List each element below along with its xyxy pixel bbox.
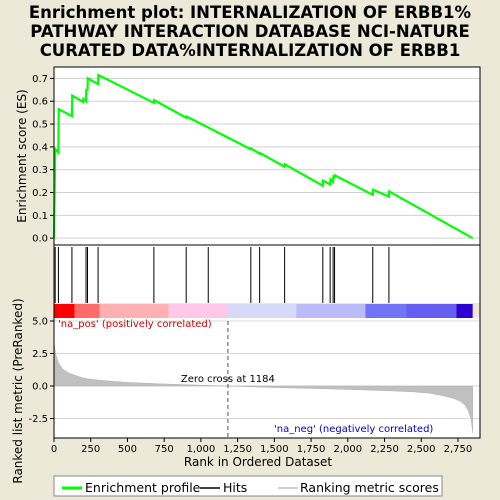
legend-metric-label: Ranking metric scores — [300, 480, 439, 495]
es-y-tick-label: 0.1 — [32, 211, 48, 222]
metric-y-tick-label: 0.0 — [32, 382, 48, 393]
metric-y-tick-label: -2.5 — [28, 414, 48, 425]
es-y-tick-label: 0.7 — [32, 74, 48, 85]
es-y-tick-label: 0.6 — [32, 97, 48, 108]
color-bar-shade — [296, 304, 366, 318]
color-bar-shade — [365, 304, 407, 318]
es-grid — [54, 77, 480, 239]
color-bar-shade — [406, 304, 457, 318]
es-y-tick-label: 0.0 — [32, 234, 48, 245]
hits-panel — [54, 245, 480, 303]
es-y-tick-label: 0.3 — [32, 165, 48, 176]
es-y-tick-label: 0.2 — [32, 188, 48, 199]
legend — [53, 475, 443, 497]
color-bar-segment — [227, 304, 297, 318]
ranking-color-bar — [54, 304, 473, 318]
metric-y-ticks: -2.5 0.0 2.5 5.0 — [28, 317, 54, 425]
x-tick-label: 0 — [51, 444, 57, 455]
es-y-tick-label: 0.5 — [32, 120, 48, 131]
es-y-axis-label: Enrichment score (ES) — [15, 89, 29, 222]
chart-title: Enrichment plot: INTERNALIZATION OF ERBB… — [29, 3, 472, 60]
lower-frame — [53, 244, 481, 439]
es-y-tick-label: 0.4 — [32, 142, 48, 153]
enrichment-profile-line — [52, 73, 474, 240]
color-bar-segment — [74, 304, 100, 318]
x-tick-label: 250 — [81, 444, 100, 455]
color-bar-segment — [54, 304, 75, 318]
ranking-metric-area — [53, 320, 473, 433]
metric-y-axis-label: Ranked list metric (PreRanked) — [11, 298, 25, 483]
x-axis-label: Rank in Ordered Dataset — [184, 455, 332, 469]
x-tick-label: 1,750 — [297, 444, 326, 455]
title-line-3: CURATED DATA%INTERNALIZATION OF ERBB1 — [40, 41, 461, 60]
title-line-1: Enrichment plot: INTERNALIZATION OF ERBB… — [29, 3, 472, 22]
x-tick-label: 2,250 — [370, 444, 399, 455]
metric-x-ticks: 0 250 500 750 1,000 1,250 1,500 1,750 2,000 2,250… — [51, 438, 472, 455]
legend-enrichment-label: Enrichment profile — [85, 480, 201, 495]
legend-hits-label: Hits — [223, 480, 247, 495]
color-bar-segment — [168, 304, 228, 318]
color-bar-segment — [99, 304, 169, 318]
title-line-2: PATHWAY INTERACTION DATABASE NCI-NATURE — [30, 22, 470, 41]
positive-annotation: 'na_pos' (positively correlated) — [58, 319, 212, 330]
metric-y-tick-label: 2.5 — [32, 349, 48, 360]
es-y-ticks: 0.0 0.1 0.2 0.3 0.4 0.5 0.6 0.7 — [32, 74, 54, 245]
x-tick-label: 2,500 — [407, 444, 436, 455]
color-bar-segment — [456, 304, 473, 318]
negative-annotation: 'na_neg' (negatively correlated) — [274, 424, 433, 435]
x-tick-label: 2,000 — [333, 444, 362, 455]
x-tick-label: 1,500 — [260, 444, 289, 455]
metric-y-tick-label: 5.0 — [32, 317, 48, 328]
x-tick-label: 1,250 — [223, 444, 252, 455]
x-tick-label: 2,750 — [444, 444, 473, 455]
x-tick-label: 500 — [118, 444, 137, 455]
hits-lines — [54, 247, 390, 303]
x-tick-label: 1,000 — [187, 444, 216, 455]
x-tick-label: 750 — [155, 444, 174, 455]
zero-cross-annotation: Zero cross at 1184 — [181, 374, 275, 385]
